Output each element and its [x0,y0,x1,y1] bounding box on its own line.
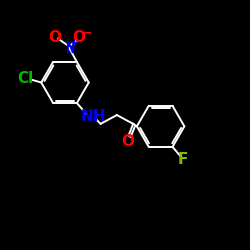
Text: O: O [72,30,86,45]
Text: +: + [70,38,79,48]
Text: −: − [80,25,92,39]
Text: N: N [65,41,74,56]
Text: F: F [178,152,188,168]
Text: O: O [122,134,134,149]
Text: O: O [49,30,62,45]
Text: NH: NH [80,109,106,124]
Text: Cl: Cl [18,71,34,86]
